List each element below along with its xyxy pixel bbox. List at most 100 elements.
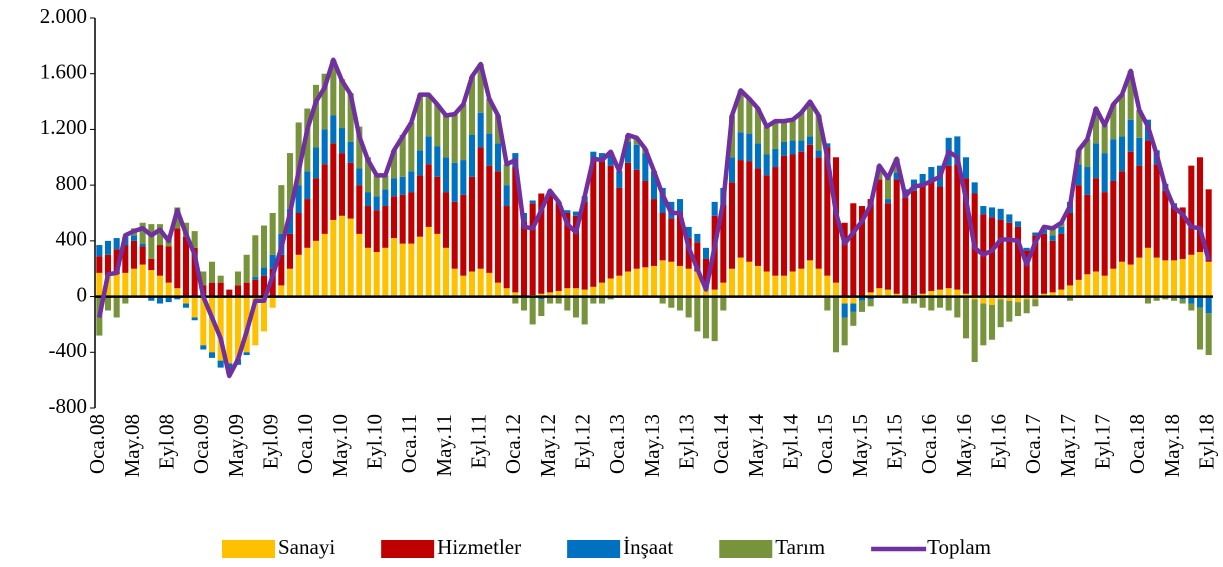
- bar-segment: [1170, 260, 1178, 297]
- bar-segment: [1110, 139, 1117, 181]
- bar-segment: [165, 296, 172, 303]
- bar-segment: [728, 182, 736, 269]
- y-tick-label: 0: [77, 282, 88, 306]
- bar-segment: [676, 296, 684, 311]
- bar-segment: [1205, 296, 1212, 314]
- bar-segment: [1179, 207, 1186, 259]
- bar-segment: [156, 224, 164, 246]
- bar-segment: [538, 293, 545, 297]
- bar-segment: [1101, 125, 1108, 154]
- bar-segment: [304, 247, 311, 297]
- bar-segment: [1153, 164, 1160, 258]
- bar-segment: [1084, 167, 1091, 195]
- bar-segment: [1058, 289, 1065, 297]
- x-tick-label: May.08: [120, 414, 144, 477]
- bar-segment: [962, 178, 970, 294]
- bar-segment: [148, 270, 155, 297]
- bar-segment: [798, 268, 805, 297]
- bar-segment: [1144, 247, 1152, 297]
- bar-segment: [1066, 213, 1074, 286]
- bar-segment: [633, 268, 640, 297]
- bar-segment: [607, 165, 614, 279]
- bar-segment: [867, 199, 874, 293]
- bar-segment: [304, 199, 311, 248]
- bar-segment: [980, 296, 987, 304]
- bar-segment: [356, 168, 363, 186]
- bar-segment: [702, 247, 710, 259]
- bar-segment: [130, 235, 138, 241]
- bar-segment: [867, 296, 874, 300]
- bar-segment: [988, 296, 996, 305]
- bar-segment: [798, 112, 805, 141]
- bar-segment: [919, 296, 926, 308]
- bar-segment: [598, 296, 606, 304]
- bar-segment: [260, 296, 268, 332]
- x-tick-label: Oca.15: [813, 414, 837, 474]
- bar-segment: [572, 211, 580, 216]
- bar-segment: [113, 238, 120, 250]
- x-tick-label: Eyl.14: [778, 414, 802, 470]
- bar-segment: [408, 171, 415, 193]
- bar-segment: [607, 278, 614, 297]
- bar-segment: [477, 147, 484, 269]
- x-tick-label: May.15: [848, 414, 872, 477]
- bar-segment: [1066, 285, 1074, 297]
- bar-segment: [477, 63, 484, 113]
- bar-segment: [260, 225, 268, 268]
- bar-segment: [607, 151, 614, 166]
- bar-segment: [858, 206, 866, 297]
- bar-segment: [96, 245, 103, 257]
- bar-segment: [96, 272, 103, 297]
- bar-segment: [200, 345, 207, 350]
- bar-segment: [399, 243, 406, 297]
- bar-segment: [425, 164, 432, 227]
- bar-segment: [737, 90, 744, 133]
- bar-segment: [616, 275, 623, 297]
- bar-segment: [789, 154, 796, 272]
- legend-swatch: [222, 540, 275, 558]
- bar-segment: [867, 292, 874, 297]
- bar-segment: [512, 167, 519, 293]
- bar-segment: [512, 292, 519, 297]
- bar-segment: [382, 189, 389, 207]
- bar-segment: [815, 115, 822, 151]
- bar-segment: [572, 215, 580, 289]
- bar-segment: [399, 135, 406, 177]
- bar-segment: [1092, 178, 1100, 272]
- bar-segment: [295, 122, 302, 186]
- bar-segment: [1144, 140, 1152, 248]
- bar-segment: [408, 192, 415, 244]
- bar-segment: [442, 115, 450, 158]
- bar-segment: [1058, 226, 1065, 234]
- bar-segment: [468, 176, 476, 272]
- bar-segment: [936, 296, 944, 308]
- bar-segment: [321, 129, 328, 165]
- legend-swatch: [567, 540, 621, 558]
- bar-segment: [754, 168, 762, 266]
- y-tick-label: 2.000: [40, 4, 87, 28]
- bar-segment: [763, 175, 770, 272]
- bar-segment: [659, 187, 666, 213]
- bar-segment: [165, 246, 172, 283]
- bar-segment: [945, 296, 952, 311]
- bar-segment: [208, 261, 216, 283]
- bar-segment: [382, 175, 389, 190]
- bar-segment: [226, 296, 233, 364]
- bar-segment: [321, 164, 328, 234]
- bar-segment: [408, 243, 415, 297]
- bar-segment: [616, 187, 623, 276]
- x-tick-label: Oca.10: [293, 414, 317, 474]
- bar-segment: [1084, 274, 1091, 297]
- bar-segment: [113, 296, 120, 318]
- bar-segment: [884, 178, 892, 200]
- bar-segment: [269, 213, 276, 255]
- bar-segment: [122, 245, 129, 273]
- bar-segment: [1118, 171, 1126, 262]
- bar-segment: [338, 153, 346, 216]
- bar-segment: [841, 303, 848, 318]
- bar-segment: [546, 190, 554, 293]
- bar-segment: [269, 254, 276, 269]
- bar-segment: [529, 200, 536, 204]
- bar-segment: [538, 193, 545, 294]
